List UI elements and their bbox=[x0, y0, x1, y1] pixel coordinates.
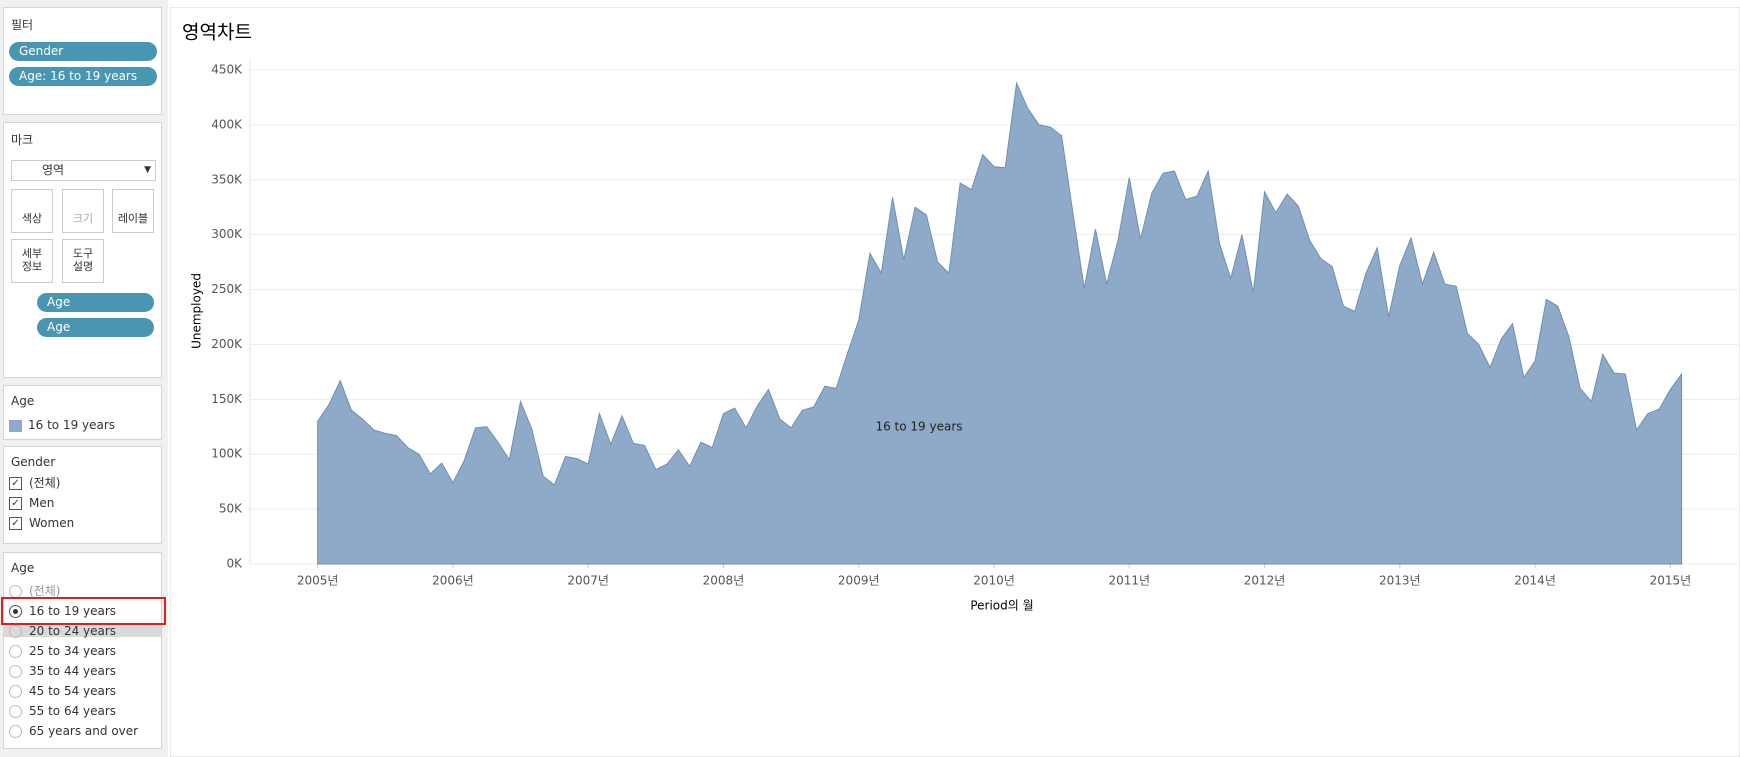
item-label: 55 to 64 years bbox=[29, 704, 117, 718]
item-label: 35 to 44 years bbox=[29, 664, 117, 678]
y-tick-label: 400K bbox=[211, 117, 243, 131]
radio-item[interactable]: 16 to 19 years bbox=[9, 601, 116, 621]
age-filter-panel: Age (전체) 16 to 19 years 20 to 24 years 25 t… bbox=[1, 552, 166, 749]
chart-title: 영역차트 bbox=[182, 22, 252, 44]
checkbox-item[interactable]: Men ✓ bbox=[9, 493, 54, 513]
x-tick-label: 2014년 bbox=[1514, 574, 1556, 588]
panel-title: Gender bbox=[11, 455, 56, 469]
radio[interactable] bbox=[9, 725, 22, 738]
filter-pill[interactable]: Gender bbox=[9, 42, 157, 61]
radio[interactable] bbox=[9, 665, 22, 678]
item-label: (전체) bbox=[29, 476, 61, 490]
item-label: 20 to 24 years bbox=[29, 624, 117, 638]
x-tick-label: 2009년 bbox=[838, 574, 880, 588]
checkbox-item[interactable]: Women ✓ bbox=[9, 513, 74, 533]
y-tick-label: 50K bbox=[219, 502, 243, 516]
checkbox-item[interactable]: (전체) ✓ bbox=[9, 473, 60, 493]
legend-panel: Age 16 to 19 years bbox=[3, 385, 162, 440]
label-button[interactable]: 레이블 bbox=[112, 189, 154, 233]
sidebar: 필터 Gender Age: 16 to 19 years 마크 영역 ▼ 색상 … bbox=[0, 0, 168, 757]
mark-pill[interactable]: Age bbox=[37, 293, 154, 312]
y-tick-label: 450K bbox=[211, 63, 243, 77]
x-tick-label: 2008년 bbox=[703, 574, 745, 588]
x-tick-label: 2011년 bbox=[1108, 574, 1150, 588]
radio[interactable] bbox=[9, 645, 22, 658]
item-label: 45 to 54 years bbox=[29, 684, 117, 698]
y-tick-label: 150K bbox=[211, 392, 243, 406]
hover-highlight bbox=[4, 625, 161, 637]
panel-title: 마크 bbox=[11, 133, 34, 147]
radio-item[interactable]: 45 to 54 years bbox=[9, 681, 116, 701]
y-tick-label: 250K bbox=[211, 282, 243, 296]
y-tick-label: 200K bbox=[211, 337, 243, 351]
y-tick-label: 0K bbox=[226, 557, 243, 571]
dropdown-arrow: ▼ bbox=[144, 165, 151, 175]
color-button[interactable]: 색상 bbox=[11, 189, 53, 233]
mark-type-dropdown[interactable]: 영역 ▼ bbox=[11, 160, 156, 181]
item-label: 16 to 19 years bbox=[29, 604, 117, 618]
radio[interactable] bbox=[9, 705, 22, 718]
gender-filter-panel: Gender (전체) ✓ Men ✓ Women ✓ bbox=[3, 446, 162, 544]
item-label: Men bbox=[29, 496, 55, 510]
chart: 영역차트 Unemployed Period의 월 0K 50K 100K 150K 2… bbox=[170, 7, 1740, 757]
detail-button[interactable]: 세부 정보 bbox=[11, 239, 53, 283]
x-tick-label: 2007년 bbox=[567, 574, 609, 588]
radio[interactable] bbox=[9, 625, 22, 638]
mark-pill[interactable]: Age bbox=[37, 318, 154, 337]
x-tick-label: 2015년 bbox=[1650, 574, 1692, 588]
checkbox[interactable]: ✓ bbox=[9, 477, 22, 490]
filter-pill[interactable]: Age: 16 to 19 years bbox=[9, 67, 157, 86]
x-tick-label: 2006년 bbox=[432, 574, 474, 588]
panel-title: Age bbox=[11, 394, 35, 408]
radio-item[interactable]: 25 to 34 years bbox=[9, 641, 116, 661]
panel-title: 필터 bbox=[11, 18, 34, 32]
x-tick-label: 2010년 bbox=[973, 574, 1015, 588]
area-label: 16 to 19 years bbox=[875, 419, 962, 433]
y-tick-label: 100K bbox=[211, 447, 243, 461]
panel-title: Age bbox=[11, 561, 35, 575]
x-axis-label: Period의 월 bbox=[970, 599, 1033, 613]
radio-item[interactable]: 20 to 24 years bbox=[9, 621, 116, 641]
item-label: (전체) bbox=[29, 584, 61, 598]
x-tick-label: 2005년 bbox=[297, 574, 339, 588]
tooltip-button[interactable]: 도구 설명 bbox=[62, 239, 104, 283]
radio[interactable] bbox=[9, 685, 22, 698]
size-button[interactable]: 크기 bbox=[62, 189, 104, 233]
item-label: 65 years and over bbox=[29, 724, 139, 738]
x-tick-label: 2012년 bbox=[1244, 574, 1286, 588]
item-label: Women bbox=[29, 516, 75, 530]
radio[interactable] bbox=[9, 605, 22, 618]
legend-swatch bbox=[9, 420, 22, 432]
y-axis-label: Unemployed bbox=[190, 273, 204, 349]
selection-box bbox=[1, 597, 166, 625]
marks-panel: 마크 영역 ▼ 색상 크기 레이블 세부 정보 도구 설명 Age Age bbox=[3, 122, 162, 378]
mark-type: 영역 bbox=[42, 163, 65, 177]
x-tick-label: 2013년 bbox=[1379, 574, 1421, 588]
filters-panel: 필터 Gender Age: 16 to 19 years bbox=[3, 7, 162, 115]
radio-item[interactable]: 65 years and over bbox=[9, 721, 138, 741]
y-tick-label: 350K bbox=[211, 172, 243, 186]
checkbox[interactable]: ✓ bbox=[9, 497, 22, 510]
area bbox=[317, 81, 1683, 565]
checkbox[interactable]: ✓ bbox=[9, 517, 22, 530]
legend-label: 16 to 19 years bbox=[28, 418, 116, 432]
item-label: 25 to 34 years bbox=[29, 644, 117, 658]
radio-item[interactable]: 35 to 44 years bbox=[9, 661, 116, 681]
radio-item[interactable]: 55 to 64 years bbox=[9, 701, 116, 721]
y-tick-label: 300K bbox=[211, 227, 243, 241]
